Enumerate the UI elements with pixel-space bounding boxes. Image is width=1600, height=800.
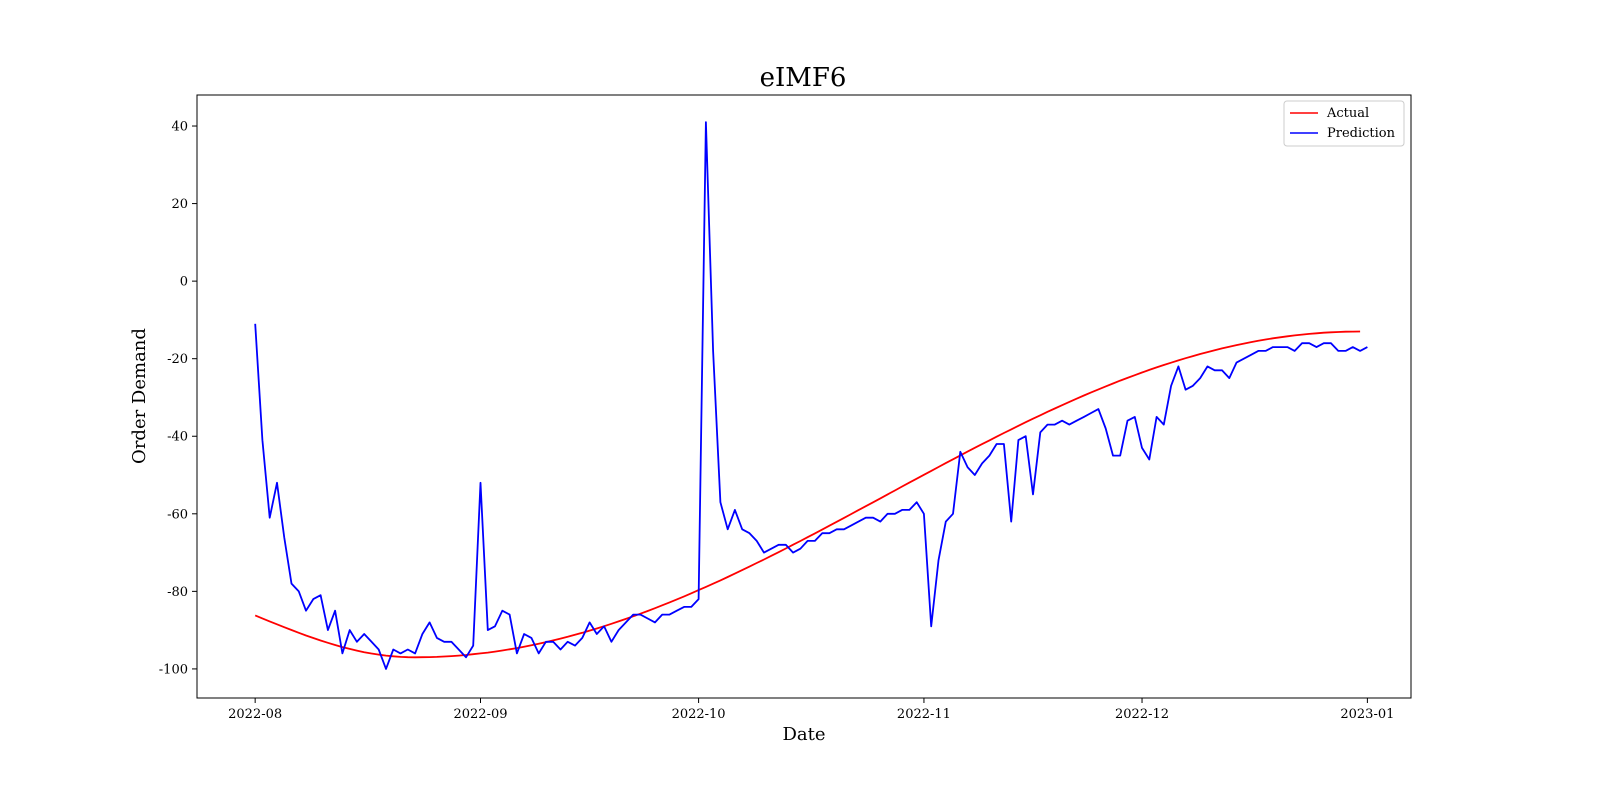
y-tick-label: 0: [180, 275, 188, 290]
series-line-prediction: [254, 121, 1368, 670]
plot-frame: [196, 94, 1412, 699]
y-tick-label: -100: [159, 662, 188, 677]
legend-label-prediction: Prediction: [1327, 126, 1396, 141]
y-axis: 40 20 0 -20 -40 -60 -80 -100: [159, 120, 197, 677]
x-tick-label: 2022-10: [672, 707, 726, 722]
y-tick-label: -40: [167, 430, 188, 445]
x-axis: 2022-08 2022-09 2022-10 2022-11 2022-12 2023-…: [228, 698, 1394, 722]
legend: Actual Prediction: [1283, 100, 1405, 147]
y-tick-label: 20: [171, 197, 188, 212]
series-line-actual: [254, 330, 1361, 659]
x-tick-label: 2022-12: [1115, 707, 1169, 722]
x-tick-label: 2022-11: [897, 707, 951, 722]
x-tick-label: 2023-01: [1340, 707, 1394, 722]
series-layer: [254, 121, 1368, 670]
x-axis-label: Date: [782, 724, 825, 745]
x-tick-label: 2022-09: [453, 707, 507, 722]
y-axis-label: Order Demand: [129, 328, 150, 464]
chart-title: eIMF6: [760, 63, 847, 93]
y-tick-label: -20: [167, 352, 188, 367]
y-tick-label: -80: [167, 585, 188, 600]
x-tick-label: 2022-08: [228, 707, 282, 722]
legend-label-actual: Actual: [1326, 106, 1369, 121]
y-tick-label: -60: [167, 507, 188, 522]
y-tick-label: 40: [171, 120, 188, 135]
